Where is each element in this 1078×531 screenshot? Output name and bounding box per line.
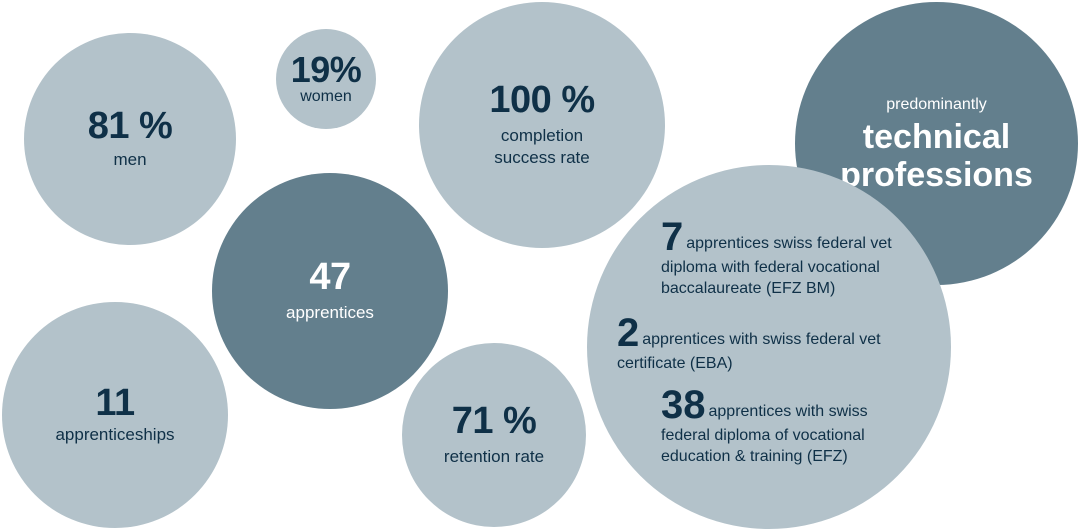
apprenticeships-count-bubble: 11 apprenticeships: [2, 302, 228, 528]
diploma-description: apprentices with swiss federal diploma o…: [661, 403, 868, 465]
men-share-value: 81 %: [87, 105, 173, 147]
technical-prefix: predominantly: [886, 95, 987, 113]
diploma-description: apprentices with swiss federal vet certi…: [617, 331, 881, 372]
diploma-count: 7: [661, 215, 684, 259]
technical-headline-line1: technical: [862, 117, 1011, 156]
apprentices-count-value: 47: [309, 256, 351, 298]
diploma-breakdown-bubble: 7 apprentices swiss federal vet diploma w…: [587, 165, 951, 529]
diploma-description: apprentices swiss federal vet diploma wi…: [661, 235, 892, 297]
retention-rate-bubble: 71 % retention rate: [402, 343, 586, 527]
completion-rate-bubble: 100 % completion success rate: [419, 2, 665, 248]
completion-rate-label-line1: completion: [500, 126, 584, 145]
diploma-count: 2: [617, 311, 640, 355]
diploma-item-efz: 38 apprentices with swiss federal diploma…: [661, 385, 921, 467]
women-share-value: 19%: [290, 49, 362, 90]
apprentices-count-label: apprentices: [286, 303, 374, 322]
diploma-item-eba: 2 apprentices with swiss federal vet cert…: [617, 313, 907, 374]
completion-rate-value: 100 %: [489, 79, 595, 121]
completion-rate-label-line2: success rate: [494, 148, 590, 167]
apprenticeships-count-label: apprenticeships: [55, 425, 175, 444]
retention-rate-value: 71 %: [451, 400, 537, 442]
technical-headline-line2: professions: [840, 155, 1033, 194]
men-share-bubble: 81 % men: [24, 33, 236, 245]
women-share-bubble: 19% women: [276, 29, 376, 129]
retention-rate-label: retention rate: [443, 447, 545, 466]
diploma-item-efz-bm: 7 apprentices swiss federal vet diploma w…: [661, 217, 921, 299]
women-share-label: women: [300, 88, 352, 105]
men-share-label: men: [113, 150, 147, 169]
apprenticeships-count-value: 11: [95, 382, 135, 424]
apprentices-count-bubble: 47 apprentices: [212, 173, 448, 409]
diploma-count: 38: [661, 383, 706, 427]
